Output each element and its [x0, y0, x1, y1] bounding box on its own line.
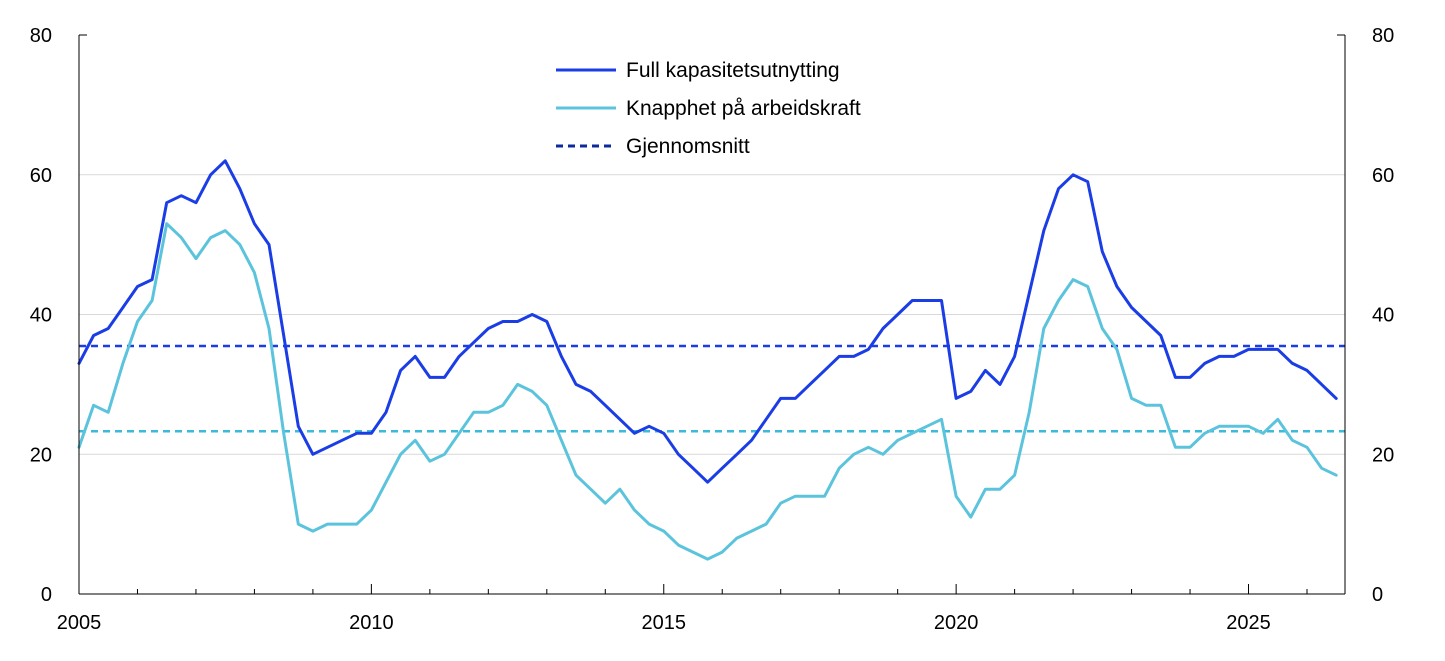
x-tick-label-2020: 2020	[934, 612, 979, 634]
y-tick-label-left-20: 20	[30, 444, 52, 466]
y-tick-label-right-40: 40	[1372, 305, 1394, 327]
y-tick-label-left-60: 60	[30, 165, 52, 187]
y-tick-label-left-80: 80	[30, 25, 52, 47]
axes: 0 20 40 60 80 0 20 40 60 80 2005 2010 2015 2020 2025	[30, 25, 1395, 634]
series-line-2	[77, 222, 1338, 561]
y-tick-label-right-20: 20	[1372, 444, 1394, 466]
grid-lines	[79, 174, 1345, 455]
x-tick-label-2010: 2010	[349, 612, 394, 634]
y-tick-label-right-60: 60	[1372, 165, 1394, 187]
average-lines	[79, 344, 1345, 433]
x-tick-label-2015: 2015	[642, 612, 687, 634]
y-tick-label-right-80: 80	[1372, 25, 1394, 47]
series-line-1	[77, 159, 1338, 484]
series-lines	[77, 159, 1338, 561]
x-tick-label-2025: 2025	[1226, 612, 1271, 634]
x-tick-label-2005: 2005	[57, 612, 102, 634]
legend-label-1: Full kapasitetsutnytting	[626, 59, 840, 82]
legend-label-2: Knapphet på arbeidskraft	[626, 97, 861, 120]
legend: Full kapasitetsutnytting Knapphet på arbe…	[556, 59, 861, 158]
y-tick-label-left-0: 0	[41, 584, 52, 606]
legend-label-3: Gjennomsnitt	[626, 135, 750, 158]
y-tick-label-right-0: 0	[1372, 584, 1383, 606]
y-tick-label-left-40: 40	[30, 305, 52, 327]
